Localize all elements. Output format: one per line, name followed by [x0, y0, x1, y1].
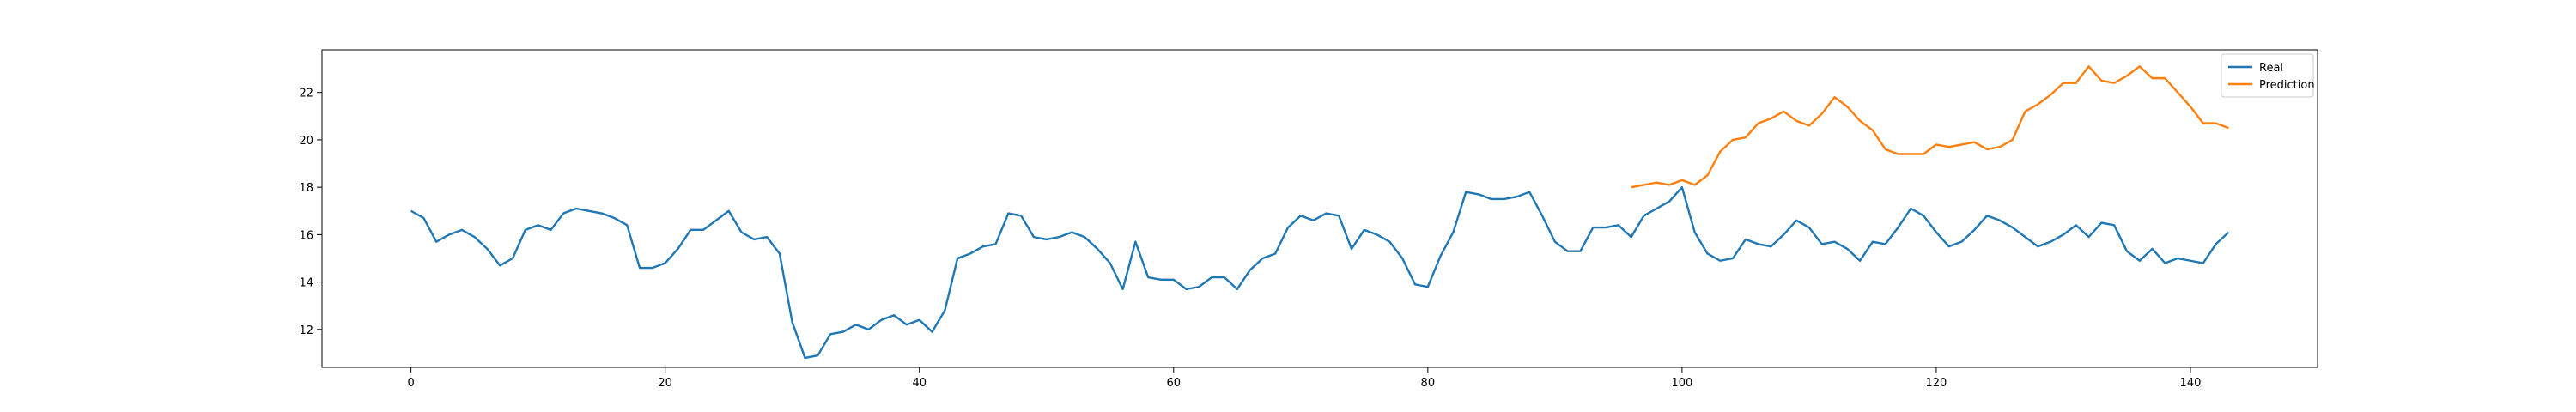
y-tick-label: 18 — [299, 182, 313, 195]
series-line-real — [410, 185, 2230, 360]
x-tick-label: 20 — [658, 377, 672, 390]
plot-frame — [321, 49, 2318, 368]
series-layer — [410, 65, 2230, 360]
x-tick-label: 140 — [2180, 377, 2202, 390]
x-tick-label: 60 — [1166, 377, 1181, 390]
y-tick-label: 12 — [299, 324, 313, 337]
y-tick-label: 22 — [299, 88, 313, 100]
y-axis: 12 14 16 18 20 22 — [299, 88, 322, 337]
x-tick-label: 120 — [1926, 377, 1947, 390]
legend-label-prediction: Prediction — [2259, 79, 2315, 92]
y-tick-label: 20 — [299, 135, 313, 148]
legend: Real Prediction — [2221, 53, 2315, 98]
x-tick-label: 0 — [407, 377, 414, 390]
y-tick-label: 16 — [299, 229, 313, 242]
x-tick-label: 80 — [1421, 377, 1436, 390]
y-tick-label: 14 — [299, 277, 313, 290]
legend-label-real: Real — [2259, 62, 2283, 75]
series-line-prediction — [1631, 65, 2229, 189]
legend-box — [2221, 53, 2314, 98]
x-tick-label: 40 — [912, 377, 927, 390]
x-tick-label: 100 — [1671, 377, 1692, 390]
x-axis: 0 20 40 60 80 100 120 140 — [407, 367, 2201, 390]
